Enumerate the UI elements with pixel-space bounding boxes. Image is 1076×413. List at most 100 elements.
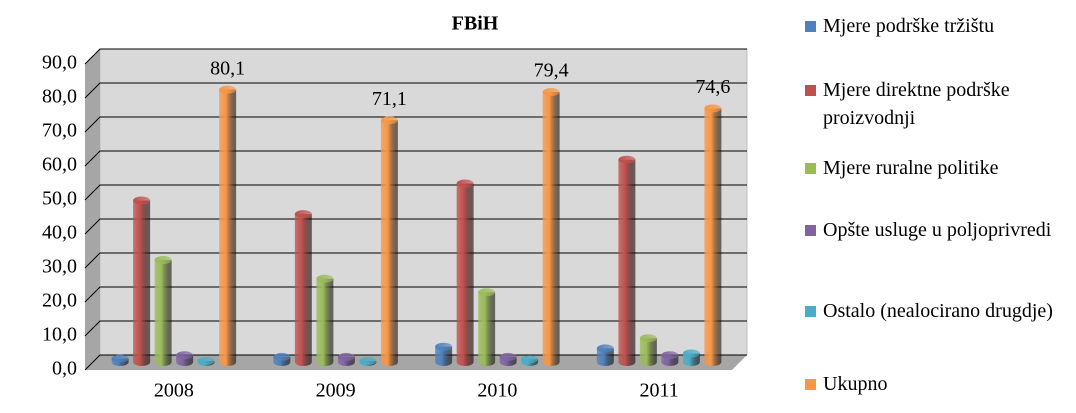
bar xyxy=(176,351,194,366)
side-wall xyxy=(85,49,100,370)
bar-top xyxy=(618,155,636,164)
bar xyxy=(197,356,215,366)
legend-label: Ostalo (nealocirano drugdje) xyxy=(823,300,1053,322)
data-label: 74,6 xyxy=(695,76,730,98)
grid-line xyxy=(84,48,747,65)
bar-body xyxy=(478,292,496,366)
bar-top xyxy=(133,196,151,205)
grid-line xyxy=(84,320,747,337)
bar-body xyxy=(704,108,722,367)
bar xyxy=(337,352,355,366)
legend-swatch xyxy=(805,163,816,174)
grid-line xyxy=(84,184,747,201)
bar-body xyxy=(219,89,237,366)
y-tick-label: 90,0 xyxy=(42,52,77,74)
legend-item: Mjere direktne podrške proizvodnji xyxy=(805,76,1076,132)
bar-top xyxy=(176,351,194,360)
bar-top xyxy=(380,116,398,125)
legend-swatch xyxy=(805,225,816,236)
y-tick-label: 20,0 xyxy=(42,290,77,312)
data-label: 79,4 xyxy=(534,60,569,82)
bar-top xyxy=(682,349,700,358)
bar-top xyxy=(435,342,453,351)
bar-body xyxy=(294,214,312,366)
grid-line xyxy=(84,116,747,133)
legend-item: Opšte usluge u poljoprivredi xyxy=(805,216,1076,244)
legend-label: Ukupno xyxy=(823,373,888,395)
bar-top xyxy=(154,256,172,264)
bar xyxy=(359,356,377,366)
bar-top xyxy=(661,351,679,360)
bar-top xyxy=(704,104,722,113)
grid-line xyxy=(84,354,747,371)
bar xyxy=(639,334,657,366)
bar xyxy=(133,196,151,366)
bar-top xyxy=(197,356,215,365)
back-wall xyxy=(99,48,748,356)
y-tick-label: 0,0 xyxy=(52,358,77,380)
bar-body xyxy=(618,159,636,366)
bar xyxy=(219,85,237,366)
floor xyxy=(85,355,747,370)
bar-top xyxy=(639,334,657,343)
bar xyxy=(273,352,291,366)
bar xyxy=(456,179,474,366)
bar xyxy=(316,274,334,366)
x-tick-label: 2010 xyxy=(477,380,517,402)
x-tick-label: 2011 xyxy=(639,380,678,402)
bar xyxy=(499,352,517,366)
bar-body xyxy=(639,338,657,366)
bar xyxy=(294,210,312,366)
chart-title: FBiH xyxy=(452,13,499,35)
data-label: 80,1 xyxy=(210,57,245,79)
legend-label: Mjere direktne podrške proizvodnji xyxy=(823,79,1010,129)
bar-top xyxy=(294,210,312,219)
bar-body xyxy=(380,120,398,366)
legend-item: Mjere ruralne politike xyxy=(805,154,1076,182)
bar-top xyxy=(478,288,496,297)
bar-body xyxy=(456,183,474,366)
y-tick-label: 70,0 xyxy=(42,120,77,142)
bar-top xyxy=(596,344,614,353)
bar xyxy=(380,116,398,366)
bar-top xyxy=(219,85,237,94)
bar-top xyxy=(337,352,355,361)
bar-body xyxy=(316,278,334,366)
legend-item: Mjere podrške tržištu xyxy=(805,12,1076,40)
bar-top xyxy=(273,352,291,361)
bar xyxy=(478,288,496,366)
data-label: 71,1 xyxy=(372,88,407,110)
bar xyxy=(661,351,679,366)
bar-body xyxy=(154,260,172,366)
legend-swatch xyxy=(805,21,816,32)
y-tick-label: 50,0 xyxy=(42,188,77,210)
grid-line xyxy=(84,150,747,167)
bar-top xyxy=(499,352,517,361)
grid-line xyxy=(84,218,747,235)
legend-item: Ostalo (nealocirano drugdje) xyxy=(805,297,1076,325)
y-tick-label: 10,0 xyxy=(42,324,77,346)
grid-line xyxy=(84,252,747,269)
bar-body xyxy=(133,200,151,366)
bar-body xyxy=(596,348,614,366)
legend-swatch xyxy=(805,85,816,96)
bar-top xyxy=(316,274,334,283)
bar xyxy=(111,354,129,366)
grid-line xyxy=(84,286,747,303)
bar xyxy=(154,256,172,366)
bar xyxy=(435,342,453,366)
y-tick-label: 30,0 xyxy=(42,256,77,278)
bar xyxy=(704,104,722,367)
legend-swatch xyxy=(805,306,816,317)
bar-top xyxy=(542,88,560,97)
x-tick-label: 2008 xyxy=(154,380,194,402)
bar-top xyxy=(359,356,377,365)
grid-line xyxy=(84,82,747,99)
bar xyxy=(542,88,560,366)
legend-swatch xyxy=(805,379,816,390)
bar-body xyxy=(542,92,560,366)
legend-label: Mjere podrške tržištu xyxy=(823,15,995,37)
bar-top xyxy=(521,355,539,364)
bar xyxy=(521,355,539,366)
